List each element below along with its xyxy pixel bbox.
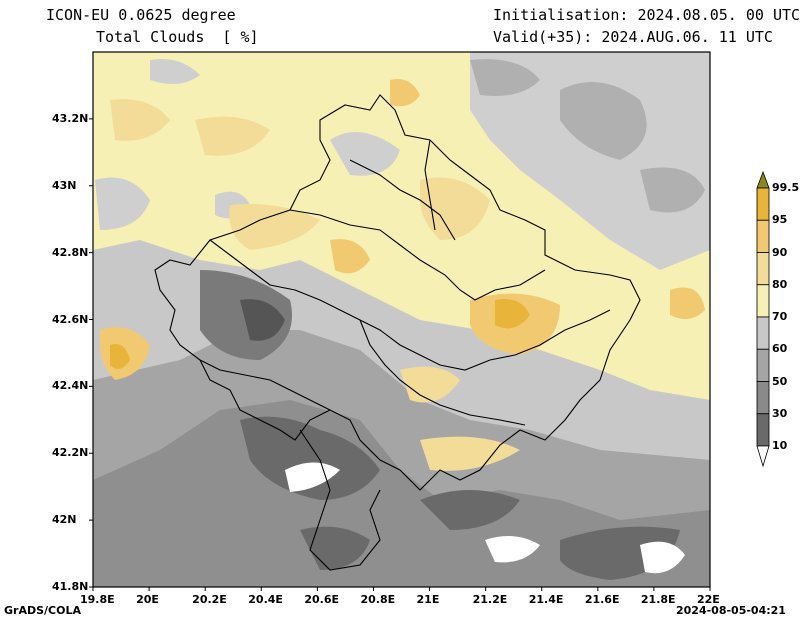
colorbar-level-label: 99.5	[772, 181, 800, 194]
lon-tick-label: 21.8E	[640, 593, 676, 606]
axis-ticks	[89, 118, 711, 591]
admin-borders	[154, 94, 641, 571]
colorbar	[756, 170, 770, 468]
lon-tick-label: 20.4E	[248, 593, 283, 606]
colorbar-level-label: 30	[772, 406, 788, 420]
lat-tick-label: 41.8N	[52, 580, 89, 593]
variable-title: Total Clouds [ %]	[96, 28, 259, 46]
lat-tick-label: 42.2N	[52, 446, 89, 460]
lat-tick-label: 42.4N	[52, 379, 89, 393]
colorbar-level-label: 95	[772, 213, 788, 227]
lon-tick-label: 22E	[697, 593, 720, 606]
colorbar-box	[756, 348, 770, 382]
colorbar-level-label: 90	[772, 245, 788, 259]
colorbar-top-triangle	[756, 170, 770, 189]
lon-tick-label: 19.8E	[80, 593, 115, 606]
lon-tick-label: 21E	[416, 593, 440, 606]
valid-time: Valid(+35): 2024.AUG.06. 11 UTC	[493, 28, 773, 46]
colorbar-level-label: 70	[772, 310, 788, 323]
colorbar-bottom-triangle	[756, 445, 770, 468]
colorbar-level-label: 80	[772, 277, 788, 291]
cloud-field	[93, 52, 710, 587]
lon-tick-label: 21.2E	[472, 593, 508, 606]
colorbar-box	[756, 316, 770, 350]
render-timestamp: 2024-08-05-04:21	[676, 604, 786, 617]
lon-tick-label: 20.8E	[360, 593, 396, 606]
lat-tick-label: 43.2N	[52, 111, 89, 125]
init-time: Initialisation: 2024.08.05. 00 UTC	[493, 6, 800, 24]
lon-tick-label: 20.2E	[192, 593, 227, 606]
lat-tick-label: 43N	[52, 178, 77, 192]
lon-tick-label: 21.4E	[528, 593, 564, 606]
lon-tick-label: 20E	[136, 593, 159, 606]
colorbar-box	[756, 381, 770, 415]
lat-tick-label: 42.6N	[52, 312, 89, 326]
colorbar-level-label: 60	[772, 342, 788, 356]
colorbar-box	[756, 284, 770, 318]
colorbar-box	[756, 187, 770, 221]
lon-tick-label: 21.6E	[584, 593, 620, 606]
lon-tick-label: 20.6E	[304, 593, 340, 606]
colorbar-level-label: 10	[772, 439, 788, 452]
colorbar-box	[756, 252, 770, 286]
colorbar-box	[756, 219, 770, 253]
lat-tick-label: 42N	[52, 513, 77, 527]
colorbar-level-label: 50	[772, 374, 788, 388]
software-credit: GrADS/COLA	[4, 604, 81, 617]
colorbar-box	[756, 413, 770, 447]
model-title: ICON-EU 0.0625 degree	[46, 6, 236, 24]
lat-tick-label: 42.8N	[52, 245, 89, 259]
